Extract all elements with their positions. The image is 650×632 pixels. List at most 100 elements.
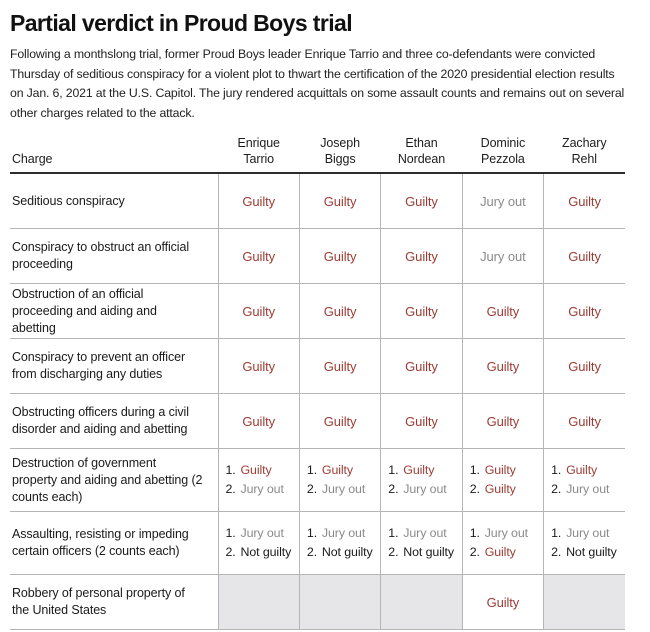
verdict-cell: Guilty (217, 393, 300, 449)
verdict-label: Guilty (486, 594, 520, 610)
count-number: 1. (551, 463, 562, 477)
verdict-label: Guilty (323, 248, 357, 264)
verdict-label: Guilty (242, 303, 276, 319)
count-verdict-line: 1. Jury out (388, 524, 459, 543)
verdict-cell: Guilty (217, 228, 300, 284)
count-verdict-line: 2. Jury out (226, 480, 297, 499)
table-row: Destruction of government property and a… (10, 448, 625, 512)
count-verdict-line: 1. Guilty (226, 461, 297, 480)
verdict-cell: Guilty (543, 338, 625, 394)
verdict-cell (217, 574, 300, 630)
table-row: Assaulting, resisting or impeding certai… (10, 511, 625, 575)
count-verdict-line: 2. Not guilty (307, 543, 378, 562)
verdict-label: Jury out (566, 526, 610, 540)
verdict-cell: Guilty (298, 393, 381, 449)
count-number: 1. (388, 526, 399, 540)
verdict-label: Jury out (403, 526, 447, 540)
defendant-header-tarrio: Enrique Tarrio (218, 135, 300, 174)
count-verdict-line: 2. Not guilty (388, 543, 459, 562)
count-verdict-line: 2. Jury out (307, 480, 378, 499)
verdict-cell: Guilty (298, 283, 381, 339)
verdict-label: Guilty (568, 413, 601, 429)
count-verdict-line: 1. Guilty (388, 461, 459, 480)
verdict-label: Guilty (568, 193, 601, 209)
count-verdict-line: 1. Guilty (470, 461, 541, 480)
count-number: 1. (225, 526, 236, 540)
verdict-label: Jury out (240, 482, 284, 496)
intro-text: Following a monthslong trial, former Pro… (10, 47, 625, 120)
count-number: 1. (469, 526, 480, 540)
charge-cell: Obstructing officers during a civil diso… (10, 393, 219, 449)
table-row: Conspiracy to obstruct an official proce… (10, 228, 625, 284)
verdict-cell: 1. Jury out 2. Guilty (461, 511, 544, 575)
verdict-label: Guilty (486, 358, 520, 374)
verdict-label: Guilty (405, 413, 438, 429)
count-number: 2. (551, 482, 562, 496)
verdict-label: Guilty (242, 248, 276, 264)
verdict-table-body: Seditious conspiracy Guilty Guilty Guilty Ju… (10, 173, 625, 630)
verdict-cell: 1. Jury out 2. Not guilty (298, 511, 381, 575)
table-row: Seditious conspiracy Guilty Guilty Guilty Ju… (10, 173, 625, 229)
verdict-label: Not guilty (321, 545, 373, 559)
count-number: 2. (388, 545, 399, 559)
verdict-label: Guilty (568, 358, 601, 374)
count-number: 2. (225, 482, 236, 496)
verdict-cell: 1. Jury out 2. Not guilty (543, 511, 625, 575)
verdict-label: Jury out (321, 482, 366, 496)
verdict-label: Jury out (321, 526, 366, 540)
count-number: 1. (306, 463, 318, 477)
count-verdict-line: 1. Guilty (551, 461, 623, 480)
verdict-label: Guilty (240, 463, 272, 477)
verdict-cell (543, 574, 625, 630)
verdict-cell: Guilty (217, 173, 300, 229)
table-row: Robbery of personal property of the Unit… (10, 574, 625, 630)
count-number: 1. (469, 463, 480, 477)
table-header-row: Charge Enrique Tarrio Joseph Biggs Ethan Nord… (10, 135, 625, 174)
verdict-label: Guilty (403, 463, 435, 477)
verdict-cell: 1. Guilty 2. Jury out (217, 448, 300, 512)
verdict-cell: Guilty (217, 283, 300, 339)
verdict-label: Guilty (323, 358, 357, 374)
verdict-table: Charge Enrique Tarrio Joseph Biggs Ethan Nord… (10, 135, 625, 630)
charge-cell: Assaulting, resisting or impeding certai… (10, 511, 219, 575)
verdict-cell: Guilty (380, 393, 463, 449)
verdict-label: Jury out (480, 193, 526, 209)
count-number: 1. (306, 526, 318, 540)
verdict-cell: 1. Jury out 2. Not guilty (217, 511, 300, 575)
count-number: 2. (306, 482, 318, 496)
verdict-label: Guilty (242, 193, 276, 209)
verdict-cell: 1. Guilty 2. Jury out (380, 448, 463, 512)
verdict-cell: Guilty (298, 338, 381, 394)
verdict-label: Guilty (486, 303, 520, 319)
verdict-cell: Guilty (380, 173, 463, 229)
verdict-label: Guilty (566, 463, 598, 477)
count-verdict-line: 2. Jury out (551, 480, 623, 499)
verdict-label: Not guilty (566, 545, 617, 559)
verdict-label: Guilty (242, 358, 276, 374)
count-verdict-line: 2. Not guilty (551, 543, 623, 562)
verdict-cell: Guilty (461, 338, 544, 394)
verdict-cell: Guilty (380, 283, 463, 339)
verdict-label: Guilty (405, 303, 438, 319)
defendant-header-rehl: Zachary Rehl (543, 135, 625, 174)
verdict-label: Jury out (484, 526, 528, 540)
verdict-label: Guilty (323, 193, 357, 209)
verdict-label: Guilty (484, 482, 516, 496)
verdict-label: Guilty (484, 463, 516, 477)
count-verdict-line: 2. Not guilty (226, 543, 297, 562)
count-number: 2. (306, 545, 318, 559)
count-number: 2. (469, 545, 480, 559)
verdict-label: Jury out (240, 526, 284, 540)
verdict-cell (298, 574, 381, 630)
count-number: 2. (551, 545, 562, 559)
page-title: Partial verdict in Proud Boys trial (10, 10, 353, 36)
charge-cell: Obstruction of an official proceeding an… (10, 283, 219, 339)
verdict-label: Jury out (480, 248, 526, 264)
verdict-cell: 1. Guilty 2. Guilty (461, 448, 544, 512)
charge-cell: Seditious conspiracy (10, 173, 219, 229)
verdict-label: Jury out (403, 482, 447, 496)
table-row: Obstruction of an official proceeding an… (10, 283, 625, 339)
defendant-header-biggs: Joseph Biggs (299, 135, 381, 174)
verdict-cell: Guilty (298, 173, 381, 229)
